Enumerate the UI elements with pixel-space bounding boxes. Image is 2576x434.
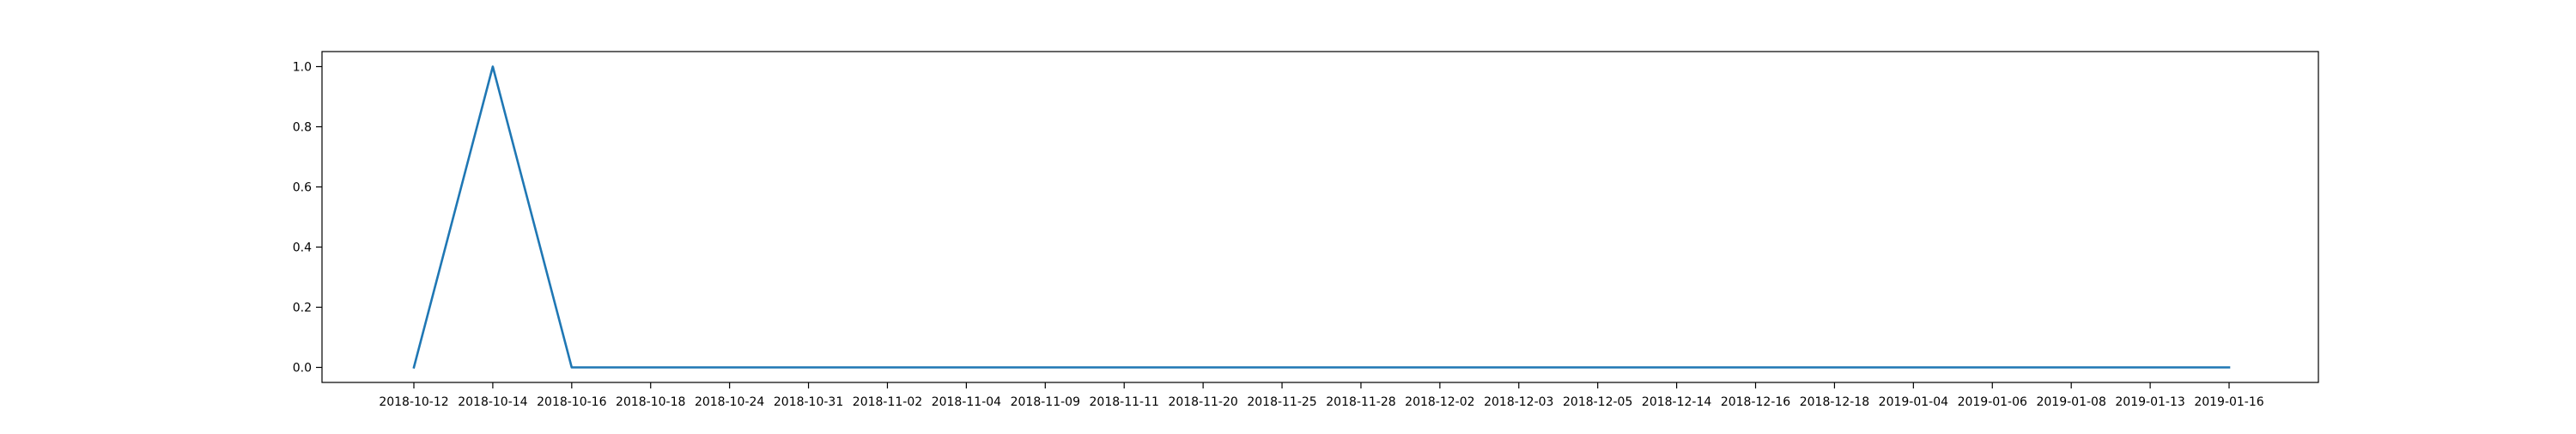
x-tick-label: 2018-11-28 bbox=[1326, 395, 1395, 409]
x-tick-label: 2018-12-03 bbox=[1484, 395, 1553, 409]
x-tick-label: 2018-10-14 bbox=[458, 395, 527, 409]
y-tick-label: 0.8 bbox=[293, 121, 312, 135]
y-tick-label: 0.2 bbox=[293, 302, 312, 315]
x-tick-label: 2018-12-05 bbox=[1563, 395, 1632, 409]
series-layer bbox=[412, 65, 2231, 370]
x-tick-label: 2018-11-20 bbox=[1168, 395, 1237, 409]
x-tick-label: 2019-01-16 bbox=[2194, 395, 2263, 409]
x-tick-label: 2018-11-09 bbox=[1011, 395, 1080, 409]
x-tick-label: 2018-12-14 bbox=[1642, 395, 1711, 409]
y-tick-label: 1.0 bbox=[293, 61, 312, 75]
x-tick-label: 2018-10-31 bbox=[774, 395, 843, 409]
x-tick-label: 2019-01-06 bbox=[1958, 395, 2027, 409]
x-tick-label: 2018-10-16 bbox=[537, 395, 606, 409]
x-tick-label: 2019-01-04 bbox=[1879, 395, 1948, 409]
x-tick-label: 2018-12-16 bbox=[1721, 395, 1790, 409]
y-tick-label: 0.0 bbox=[293, 362, 312, 376]
y-tick-label: 0.4 bbox=[293, 241, 312, 255]
x-tick-label: 2018-11-25 bbox=[1247, 395, 1316, 409]
x-tick-label: 2018-11-11 bbox=[1090, 395, 1159, 409]
x-tick-label: 2018-11-02 bbox=[853, 395, 922, 409]
plot-frame bbox=[321, 51, 2319, 383]
x-tick-label: 2019-01-08 bbox=[2036, 395, 2105, 409]
x-tick-label: 2018-11-04 bbox=[932, 395, 1001, 409]
x-tick-label: 2018-12-18 bbox=[1800, 395, 1869, 409]
y-tick-label: 0.6 bbox=[293, 181, 312, 195]
x-tick-label: 2019-01-13 bbox=[2115, 395, 2184, 409]
series-line bbox=[412, 65, 2231, 370]
x-tick-label: 2018-10-24 bbox=[695, 395, 764, 409]
x-tick-label: 2018-10-12 bbox=[379, 395, 448, 409]
x-tick-label: 2018-12-02 bbox=[1405, 395, 1474, 409]
x-tick-label: 2018-10-18 bbox=[616, 395, 685, 409]
axes: 0.0 0.2 0.4 0.6 0.8 1.0 2018-10-12 2018-10-14 20… bbox=[293, 51, 2319, 409]
